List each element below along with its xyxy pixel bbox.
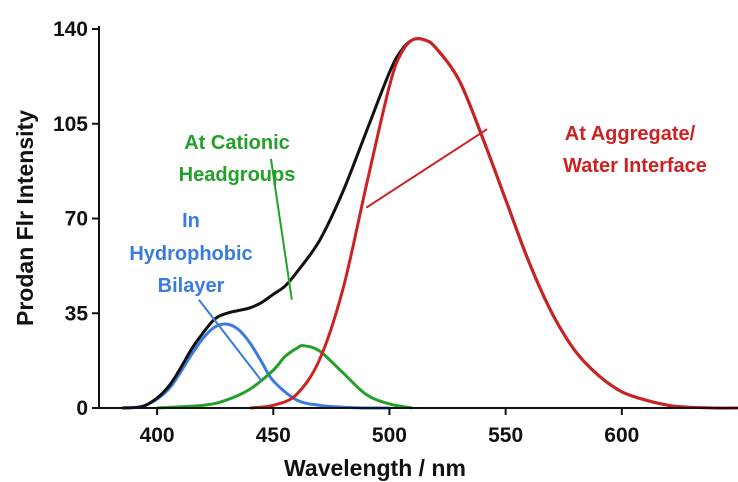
y-tick-label: 140	[53, 18, 88, 41]
y-tick-label: 0	[76, 397, 88, 420]
x-tick-label: 450	[256, 424, 291, 447]
series-headgroup-curve	[157, 344, 413, 410]
annotation-bilayer-line-1: In	[182, 210, 200, 232]
annotation-aggregate-line-1: At Aggregate/	[565, 123, 696, 145]
annotation-aggregate-line-2: Water Interface	[563, 155, 707, 177]
curves	[122, 36, 738, 410]
annotation-bilayer-line-3: Bilayer	[158, 275, 225, 297]
y-tick-label: 70	[65, 208, 88, 231]
y-tick-label: 35	[65, 302, 89, 325]
annotation-cationic-line-2: Headgroups	[179, 164, 296, 186]
y-tick-label: 105	[53, 113, 88, 136]
series-interface-curve	[249, 36, 738, 410]
x-tick-label: 500	[372, 424, 407, 447]
x-tick-label: 400	[140, 424, 175, 447]
ticks: 400 450 500 550 600 0 35 70 105 140	[53, 18, 639, 447]
pointer-bilayer	[198, 299, 263, 382]
annotation-cationic-line-1: At Cationic	[184, 132, 290, 154]
annotation-bilayer-line-2: Hydrophobic	[129, 243, 252, 265]
annotation-pointers	[198, 128, 488, 382]
series-total-curve	[122, 37, 681, 410]
pointer-aggregate	[365, 128, 488, 209]
x-tick-label: 550	[488, 424, 523, 447]
series-bilayer-curve	[122, 322, 390, 410]
x-axis-title: Wavelength / nm	[284, 455, 466, 481]
y-axis-title: Prodan Flr Intensity	[12, 110, 38, 326]
pointer-cationic	[269, 158, 293, 300]
x-tick-label: 600	[604, 424, 639, 447]
